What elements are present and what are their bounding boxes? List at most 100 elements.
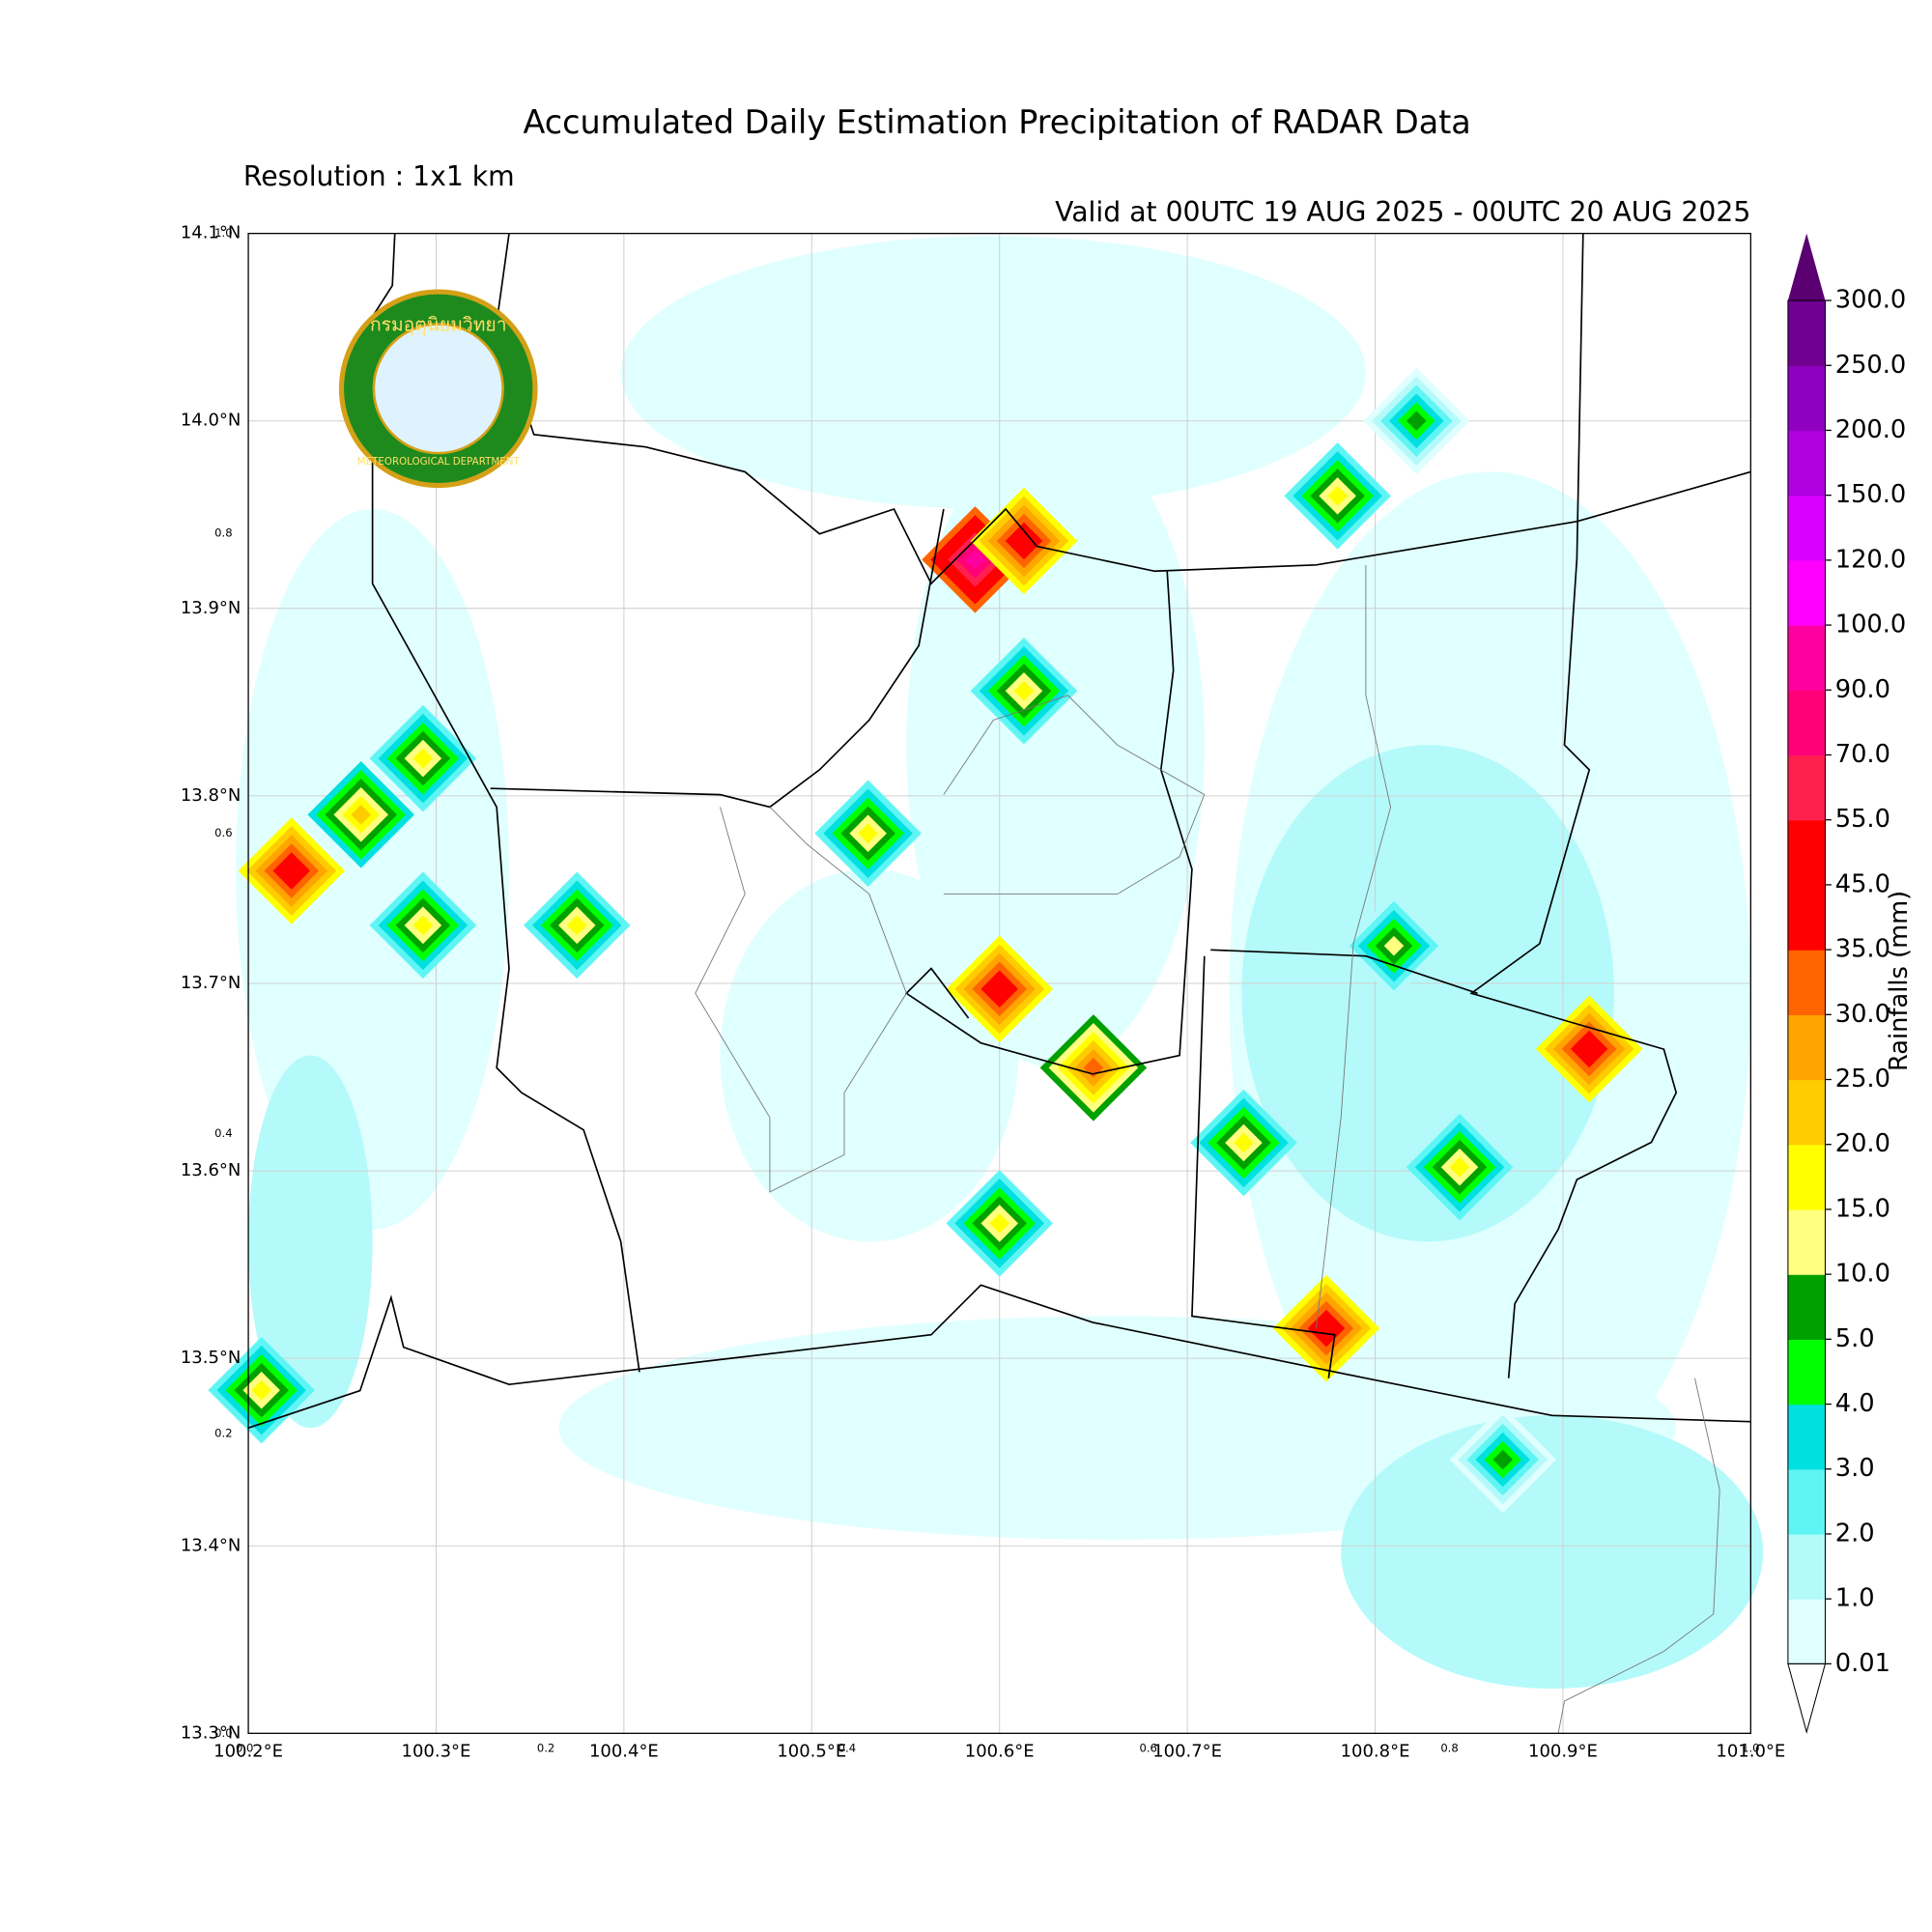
logo: กรมอุตุนิยมวิทยา METEOROLOGICAL DEPARTME…: [338, 289, 538, 489]
colorbar-label: 35.0: [1835, 935, 1890, 964]
rain-cell-core: [1406, 411, 1427, 432]
colorbar-title: Rainfalls (mm): [1885, 891, 1914, 1071]
y-tick-label: 14.1°N: [181, 223, 242, 243]
colorbar-label: 5.0: [1835, 1324, 1875, 1353]
colorbar-frame: [1787, 299, 1826, 1664]
colorbar-label: 25.0: [1835, 1065, 1890, 1094]
colorbar-label: 3.0: [1835, 1454, 1875, 1483]
colorbar-segment: [1787, 1599, 1826, 1665]
rain-cell: [1363, 367, 1470, 475]
rain-cell: [970, 487, 1078, 595]
subtitle: Resolution : 1x1 km: [243, 160, 515, 192]
overlay-x-tick-label: 0.8: [1440, 1741, 1458, 1754]
colorbar-segment: [1787, 1533, 1826, 1600]
colorbar-segment: [1787, 819, 1826, 886]
rain-area: [248, 1055, 373, 1429]
colorbar-segment: [1787, 365, 1826, 432]
y-tick-label: 14.0°N: [181, 411, 242, 431]
y-tick-label: 13.6°N: [181, 1160, 242, 1180]
x-tick-label: 100.5°E: [777, 1742, 846, 1762]
boundaries: [247, 233, 1751, 1734]
overlay-y-tick-label: 0.2: [214, 1426, 232, 1439]
colorbar-segment: [1787, 1339, 1826, 1406]
y-tick-label: 13.9°N: [181, 598, 242, 618]
colorbar-segment: [1787, 495, 1826, 561]
logo-top-text: กรมอุตุนิยมวิทยา: [370, 313, 507, 336]
logo-bottom-text: METEOROLOGICAL DEPARTMENT: [357, 456, 521, 468]
overlay-y-tick-label: 0.8: [214, 526, 232, 540]
y-tick-label: 13.5°N: [181, 1348, 242, 1368]
y-tick-label: 13.4°N: [181, 1535, 242, 1555]
colorbar-segment: [1787, 754, 1826, 821]
overlay-x-tick-label: 0.6: [1140, 1741, 1157, 1754]
rain-cell-core: [1578, 1038, 1600, 1060]
y-tick-label: 13.8°N: [181, 785, 242, 806]
overlay-y-tick-label: 1.0: [214, 226, 232, 240]
overlay-x-tick-label: 1.0: [1742, 1741, 1759, 1754]
province-border: [904, 571, 1193, 1075]
rain-cell-core: [965, 550, 985, 570]
colorbar-segment: [1787, 1404, 1826, 1470]
rain-cell: [238, 817, 346, 924]
rain-cell-core: [251, 1379, 271, 1401]
colorbar-label: 30.0: [1835, 1000, 1890, 1029]
overlay-y-tick-label: 0.4: [214, 1126, 232, 1140]
colorbar-under-arrow: [1787, 1662, 1827, 1735]
rain-cell-core: [1383, 935, 1405, 956]
chart-title: Accumulated Daily Estimation Precipitati…: [523, 103, 1470, 141]
colorbar-segment: [1787, 1144, 1826, 1210]
colorbar-label: 300.0: [1835, 286, 1907, 315]
colorbar-segment: [1787, 884, 1826, 951]
rain-cell-core: [1234, 1132, 1254, 1153]
colorbar-label: 0.01: [1835, 1649, 1890, 1678]
x-tick-label: 101.0°E: [1716, 1742, 1785, 1762]
rain-cell: [1190, 1089, 1297, 1197]
colorbar-label: 200.0: [1835, 415, 1907, 444]
colorbar-segment: [1787, 1468, 1826, 1535]
colorbar-label: 1.0: [1835, 1584, 1875, 1613]
colorbar-label: 20.0: [1835, 1129, 1890, 1158]
x-tick-label: 100.8°E: [1341, 1742, 1410, 1762]
colorbar-segment: [1787, 1274, 1826, 1340]
colorbar-label: 45.0: [1835, 869, 1890, 898]
colorbar-label: 55.0: [1835, 805, 1890, 834]
overlay-x-tick-label: 0.4: [838, 1741, 856, 1754]
colorbar-segment: [1787, 559, 1826, 626]
rain-cell: [814, 780, 922, 887]
province-border: [1469, 233, 1678, 1378]
colorbar-segment: [1787, 300, 1826, 366]
rain-area: [720, 868, 1018, 1242]
colorbar-label: 90.0: [1835, 675, 1890, 704]
map-frame: [247, 233, 1751, 1734]
colorbar-segment: [1787, 625, 1826, 691]
rain-cell: [1535, 995, 1643, 1103]
coastline: [247, 1284, 1751, 1429]
y-tick-label: 13.7°N: [181, 973, 242, 993]
colorbar-label: 100.0: [1835, 611, 1907, 639]
province-border: [1191, 955, 1336, 1378]
colorbar-label: 70.0: [1835, 740, 1890, 769]
colorbar-segment: [1787, 1079, 1826, 1146]
rain-area: [620, 236, 1366, 509]
district-border: [1316, 564, 1392, 1329]
rain-cell: [1272, 1274, 1380, 1382]
colorbar-label: 15.0: [1835, 1194, 1890, 1223]
rain-cell: [307, 761, 414, 868]
colorbar-label: 120.0: [1835, 545, 1907, 574]
y-tick-label: 13.3°N: [181, 1722, 242, 1743]
province-border: [371, 233, 640, 1373]
x-tick-label: 100.6°E: [965, 1742, 1035, 1762]
rain-cell-core: [412, 748, 434, 769]
x-tick-label: 100.2°E: [213, 1742, 283, 1762]
overlay-y-tick-label: 0.0: [214, 1726, 232, 1740]
district-border: [1557, 1378, 1720, 1734]
colorbar-over-arrow: [1787, 233, 1826, 301]
x-tick-label: 100.3°E: [402, 1742, 471, 1762]
rain-cell-core: [567, 915, 587, 936]
rain-area: [1241, 745, 1614, 1242]
colorbar-label: 4.0: [1835, 1389, 1875, 1418]
x-tick-label: 100.9°E: [1528, 1742, 1598, 1762]
province-border: [490, 508, 945, 809]
colorbar-segment: [1787, 1014, 1826, 1081]
